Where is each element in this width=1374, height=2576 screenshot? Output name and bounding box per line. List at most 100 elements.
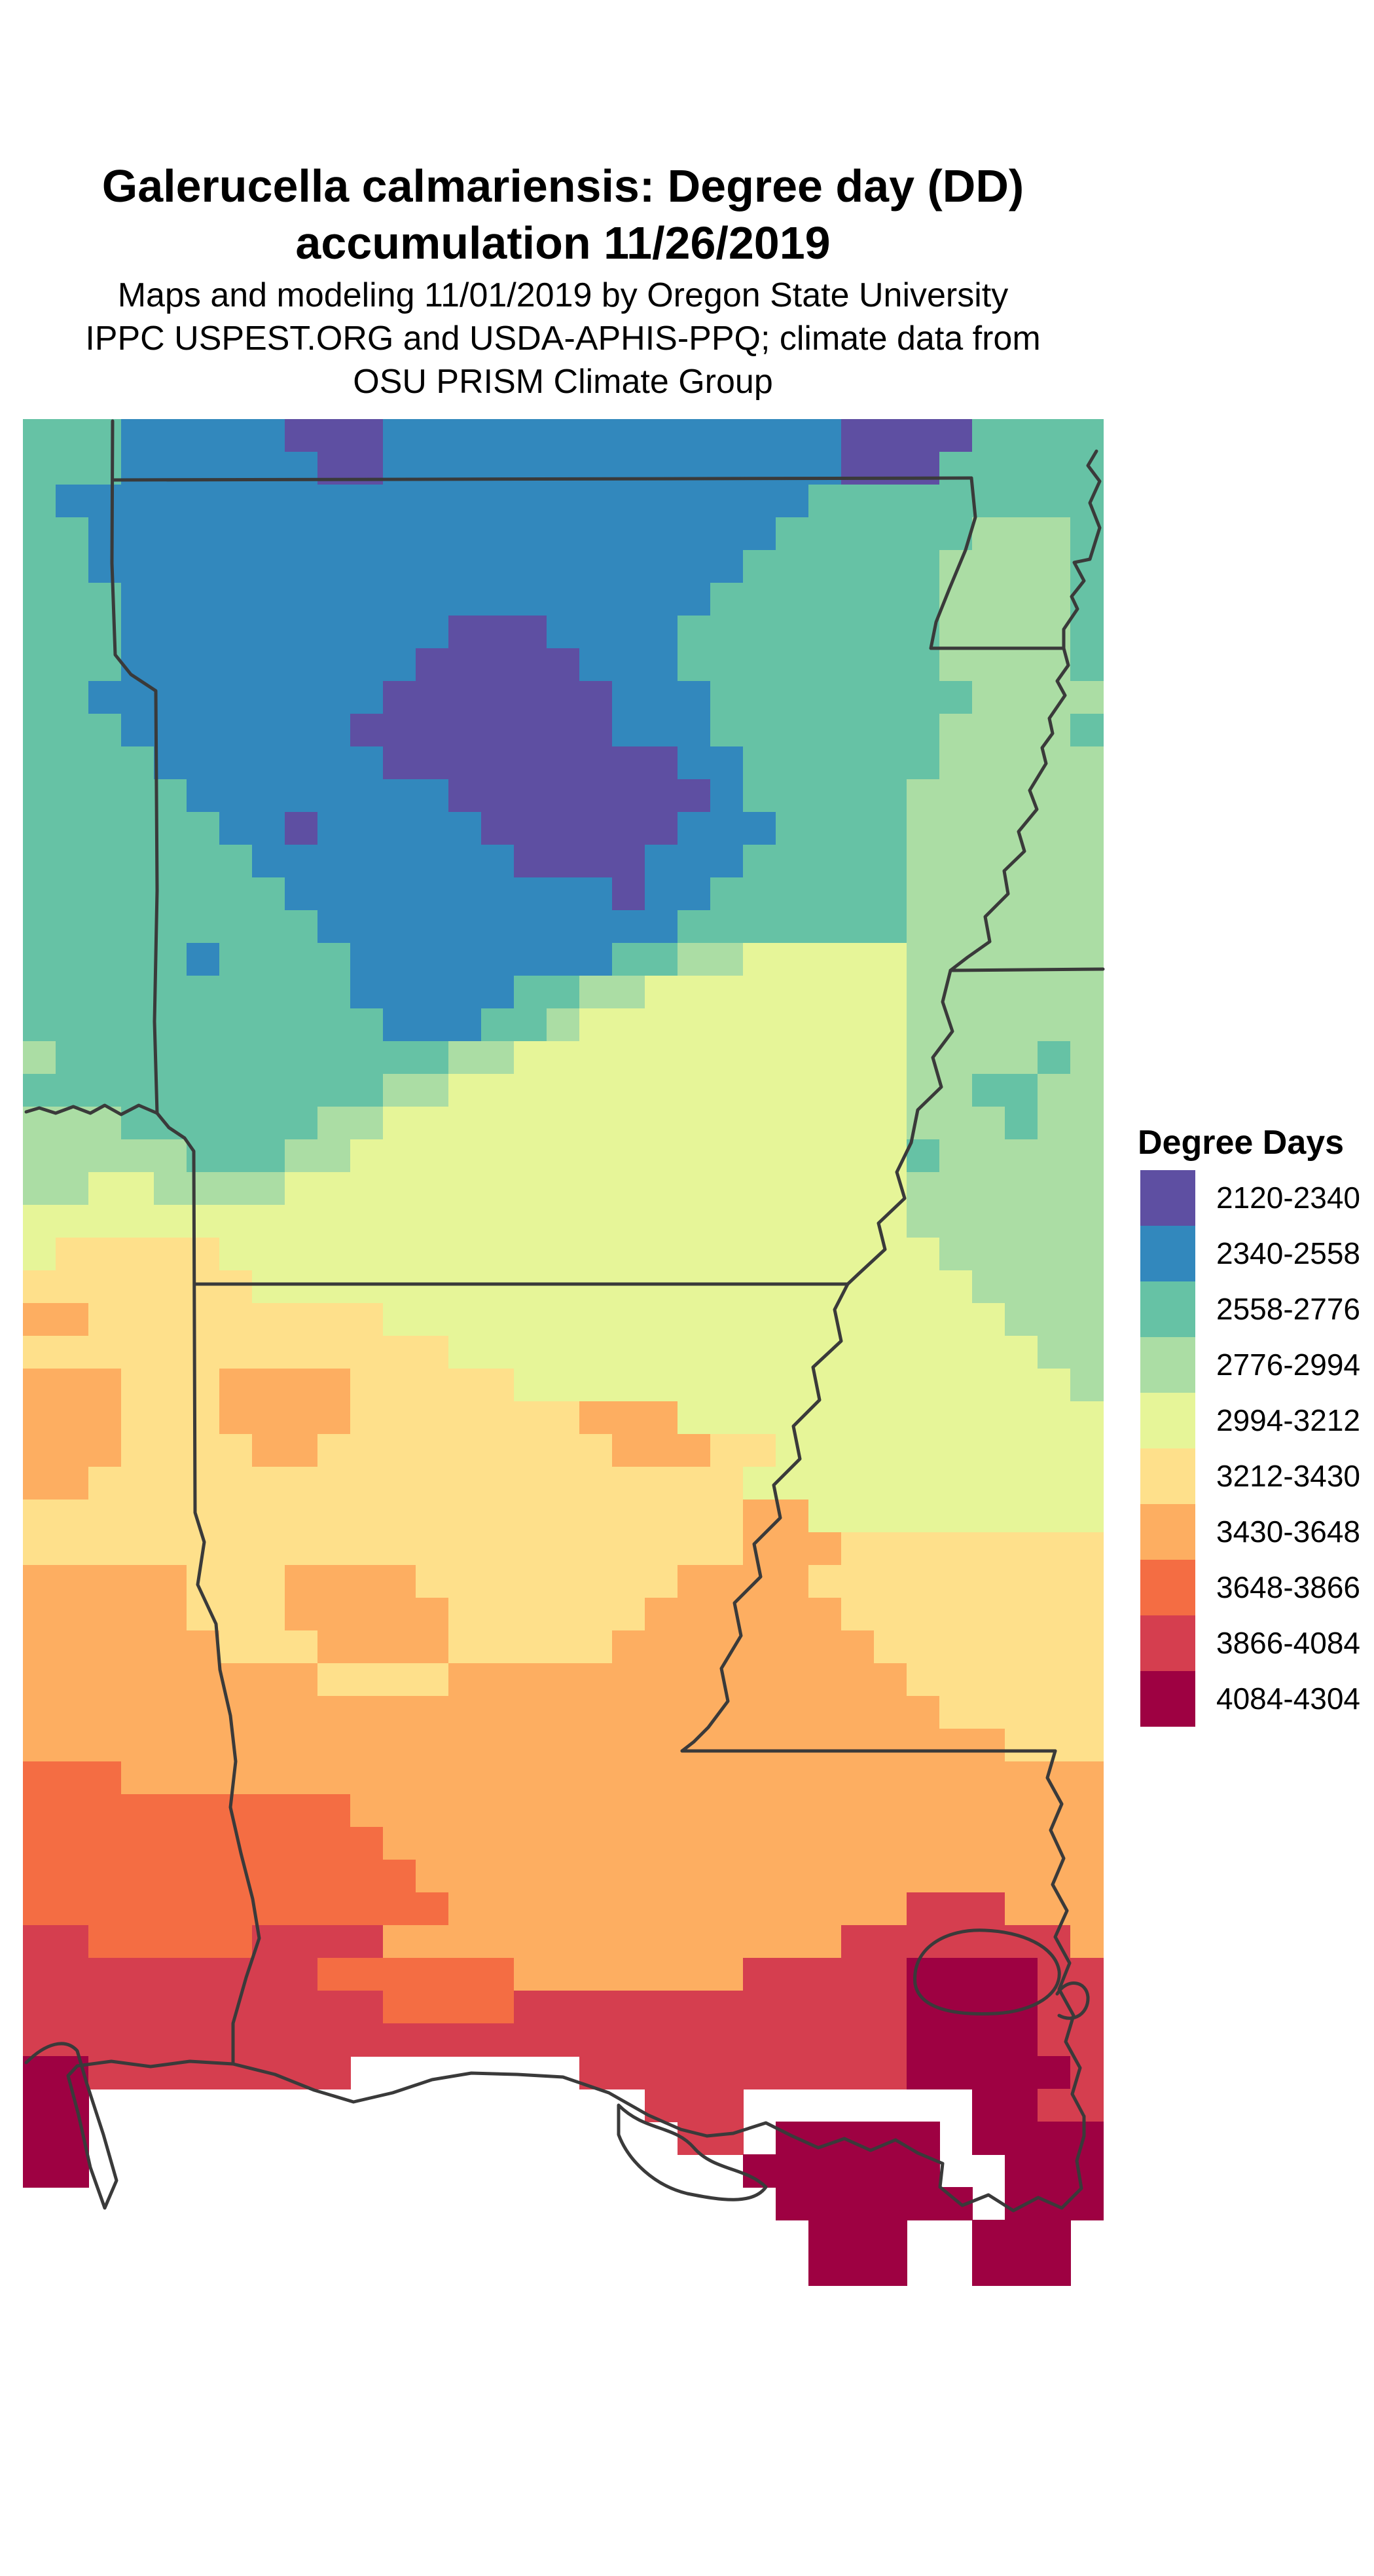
raster-cell xyxy=(383,1467,416,1500)
legend-entry: 3648-3866 xyxy=(1140,1560,1360,1615)
raster-cell xyxy=(678,746,711,780)
raster-cell xyxy=(448,1303,482,1336)
raster-cell xyxy=(972,2122,1005,2155)
raster-cell xyxy=(1005,2220,1038,2253)
raster-cell xyxy=(579,648,613,682)
raster-cell xyxy=(678,419,711,452)
raster-cell xyxy=(972,2089,1005,2122)
raster-cell xyxy=(317,1205,351,1238)
raster-cell xyxy=(514,1270,547,1304)
raster-cell xyxy=(317,1107,351,1140)
raster-cell xyxy=(678,583,711,616)
raster-cell xyxy=(645,616,678,649)
raster-cell xyxy=(808,616,842,649)
raster-cell xyxy=(56,2154,89,2188)
raster-cell xyxy=(939,1794,973,1828)
raster-cell xyxy=(23,2122,56,2155)
raster-cell xyxy=(612,1303,645,1336)
raster-cell xyxy=(448,1630,482,1664)
raster-cell xyxy=(416,2023,449,2057)
raster-cell xyxy=(350,845,384,878)
raster-cell xyxy=(350,1401,384,1435)
raster-cell xyxy=(808,1630,842,1664)
raster-cell xyxy=(972,1205,1005,1238)
raster-cell xyxy=(907,1369,940,1402)
raster-cell xyxy=(907,1238,940,1271)
raster-cell xyxy=(678,1008,711,1042)
raster-cell xyxy=(88,1991,122,2024)
raster-cell xyxy=(56,485,89,518)
raster-cell xyxy=(547,714,580,747)
raster-cell xyxy=(317,1041,351,1075)
raster-cell xyxy=(56,1238,89,1271)
raster-cell xyxy=(1070,1008,1104,1042)
raster-cell xyxy=(317,714,351,747)
raster-cell xyxy=(350,1303,384,1336)
raster-cell xyxy=(612,1434,645,1467)
raster-cell xyxy=(154,1860,187,1893)
raster-cell xyxy=(678,779,711,813)
raster-cell xyxy=(907,550,940,583)
raster-cell xyxy=(612,1074,645,1107)
raster-cell xyxy=(743,1663,776,1697)
raster-cell xyxy=(743,1172,776,1205)
raster-cell xyxy=(612,1761,645,1795)
raster-cell xyxy=(481,1467,515,1500)
raster-cell xyxy=(514,1532,547,1566)
raster-cell xyxy=(350,1434,384,1467)
raster-cell xyxy=(154,1598,187,1631)
raster-cell xyxy=(547,648,580,682)
raster-cell xyxy=(23,1892,56,1926)
raster-cell xyxy=(612,2023,645,2057)
raster-cell xyxy=(743,1434,776,1467)
raster-cell xyxy=(317,1401,351,1435)
raster-cell xyxy=(743,1008,776,1042)
raster-cell xyxy=(612,1565,645,1598)
raster-cell xyxy=(710,1565,744,1598)
raster-cell xyxy=(121,1467,154,1500)
raster-cell xyxy=(416,616,449,649)
raster-cell xyxy=(612,1336,645,1369)
raster-cell xyxy=(743,583,776,616)
raster-cell xyxy=(23,1598,56,1631)
raster-cell xyxy=(547,1303,580,1336)
raster-cell xyxy=(939,1991,973,2024)
raster-cell xyxy=(56,1467,89,1500)
raster-cell xyxy=(23,1238,56,1271)
raster-cell xyxy=(1038,550,1071,583)
raster-cell xyxy=(776,1401,809,1435)
raster-cell xyxy=(383,1139,416,1173)
raster-cell xyxy=(939,1827,973,1860)
raster-cell xyxy=(187,779,220,813)
raster-cell xyxy=(939,1500,973,1533)
raster-cell xyxy=(841,1500,875,1533)
raster-cell xyxy=(1038,1434,1071,1467)
raster-cell xyxy=(481,976,515,1009)
raster-cell xyxy=(710,2089,744,2122)
raster-cell xyxy=(678,1598,711,1631)
raster-cell xyxy=(1038,1401,1071,1435)
raster-cell xyxy=(808,2187,842,2220)
raster-cell xyxy=(547,1925,580,1959)
raster-cell xyxy=(678,1172,711,1205)
raster-cell xyxy=(416,779,449,813)
raster-cell xyxy=(743,1303,776,1336)
raster-cell xyxy=(547,1074,580,1107)
raster-cell xyxy=(416,1958,449,1991)
raster-cell xyxy=(383,779,416,813)
raster-cell xyxy=(710,1401,744,1435)
raster-cell xyxy=(56,1401,89,1435)
raster-cell xyxy=(874,583,907,616)
raster-cell xyxy=(841,550,875,583)
raster-cell xyxy=(448,1892,482,1926)
raster-cell xyxy=(121,2023,154,2057)
raster-cell xyxy=(874,550,907,583)
raster-cell xyxy=(579,1761,613,1795)
raster-cell xyxy=(514,1860,547,1893)
raster-cell xyxy=(776,648,809,682)
raster-cell xyxy=(808,550,842,583)
raster-cell xyxy=(547,1205,580,1238)
raster-cell xyxy=(88,1532,122,1566)
raster-cell xyxy=(710,1107,744,1140)
